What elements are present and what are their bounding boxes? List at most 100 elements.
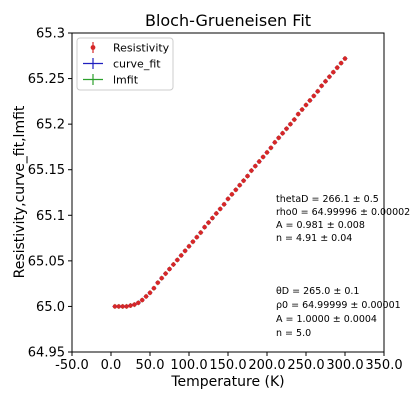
- data-point: [296, 111, 301, 117]
- data-point: [323, 79, 328, 84]
- data-point: [272, 140, 277, 145]
- data-point: [179, 253, 184, 258]
- legend-label: Resistivity: [113, 42, 170, 55]
- legend-label: curve_fit: [113, 58, 161, 71]
- data-point: [253, 163, 258, 169]
- data-point: [112, 304, 118, 309]
- data-marks: [112, 56, 348, 309]
- curve-fit-params: thetaD = 266.1 ± 0.5 rho0 = 64.99996 ± 0…: [276, 194, 410, 244]
- lmfit-params: θD = 265.0 ± 0.1 ρ0 = 64.99999 ± 0.00001…: [276, 286, 401, 339]
- data-point: [214, 211, 219, 216]
- lmfit-param-thetad: θD = 265.0 ± 0.1: [276, 286, 359, 297]
- legend-dot-icon: [90, 45, 96, 50]
- legend: Resistivity curve_fit lmfit: [76, 37, 174, 91]
- data-point: [194, 234, 199, 240]
- data-point: [116, 304, 122, 309]
- data-point: [280, 131, 285, 136]
- x-tick-label: 250.0: [287, 358, 324, 373]
- data-point: [147, 290, 153, 295]
- legend-entry-curve-fit: curve_fit: [83, 58, 161, 71]
- data-point: [288, 121, 293, 127]
- data-point: [319, 83, 324, 89]
- data-point: [186, 244, 192, 249]
- data-point: [140, 297, 145, 303]
- data-point: [124, 304, 129, 309]
- legend-entry-resistivity: Resistivity: [90, 42, 170, 55]
- data-point: [120, 304, 125, 309]
- data-point: [218, 206, 223, 212]
- data-point: [202, 224, 207, 230]
- data-point: [276, 135, 281, 141]
- lmfit-param-a: A = 1.0000 ± 0.0004: [276, 314, 377, 325]
- data-point: [159, 275, 164, 281]
- legend-entry-lmfit: lmfit: [83, 74, 139, 87]
- y-tick-label: 64.95: [28, 346, 65, 361]
- x-axis: -50.0 0.0 50.0 100.0 150.0 200.0 250.0 300.0 350…: [55, 352, 403, 373]
- y-tick-label: 65.15: [28, 163, 65, 178]
- legend-label: lmfit: [113, 74, 139, 87]
- data-point: [163, 271, 168, 276]
- data-point: [241, 178, 246, 183]
- y-tick-label: 65.05: [28, 254, 65, 269]
- data-point: [237, 183, 242, 188]
- y-tick-label: 65.0: [36, 300, 65, 315]
- data-point: [292, 117, 297, 122]
- data-point: [338, 60, 344, 66]
- data-point: [182, 248, 188, 254]
- data-point: [311, 93, 316, 99]
- x-tick-label: 0.0: [101, 358, 122, 373]
- data-point: [171, 262, 176, 267]
- data-point: [167, 266, 172, 272]
- data-point: [260, 154, 266, 160]
- data-point: [331, 69, 336, 75]
- data-point: [151, 286, 157, 291]
- curve-fit-param-n: n = 4.91 ± 0.04: [276, 233, 352, 244]
- data-point: [155, 280, 160, 285]
- data-point: [229, 192, 235, 197]
- curve-fit-param-rho0: rho0 = 64.99996 ± 0.00002: [276, 207, 410, 218]
- data-point: [221, 202, 227, 207]
- data-point: [303, 102, 309, 108]
- data-point: [132, 302, 137, 307]
- data-point: [128, 303, 133, 308]
- x-tick-label: 150.0: [209, 358, 246, 373]
- x-tick-label: 50.0: [136, 358, 165, 373]
- data-point: [225, 196, 231, 202]
- data-point: [299, 107, 305, 112]
- data-point: [143, 294, 149, 299]
- data-point: [315, 89, 320, 94]
- data-point: [327, 74, 332, 79]
- data-point: [175, 257, 180, 263]
- data-point: [264, 150, 270, 155]
- lmfit-param-rho0: ρ0 = 64.99999 ± 0.00001: [276, 300, 401, 311]
- y-tick-label: 65.3: [36, 27, 65, 42]
- lmfit-param-n: n = 5.0: [276, 328, 311, 339]
- curve-fit-param-a: A = 0.981 ± 0.008: [276, 220, 365, 231]
- data-point: [307, 98, 313, 103]
- y-tick-label: 65.2: [36, 118, 65, 133]
- data-point: [342, 56, 348, 61]
- x-tick-label: 100.0: [170, 358, 207, 373]
- y-axis: 64.95 65.0 65.05 65.1 65.15 65.2 65.25 65.3: [28, 27, 72, 361]
- x-tick-label: 350.0: [365, 358, 402, 373]
- curve-fit-param-thetad: thetaD = 266.1 ± 0.5: [276, 194, 379, 205]
- data-point: [206, 220, 211, 225]
- data-point: [257, 159, 262, 164]
- x-axis-label: Temperature (K): [170, 374, 284, 390]
- data-point: [136, 300, 141, 305]
- data-point: [190, 239, 196, 244]
- data-point: [198, 230, 203, 235]
- x-tick-label: 200.0: [248, 358, 285, 373]
- data-point: [210, 215, 215, 221]
- y-axis-label: Resistivity,curve_fit,lmfit: [12, 105, 28, 278]
- data-point: [245, 173, 250, 179]
- data-point: [233, 187, 238, 192]
- y-tick-label: 65.1: [36, 209, 65, 224]
- legend-box: [76, 37, 174, 91]
- x-tick-label: 300.0: [326, 358, 363, 373]
- data-point: [268, 145, 274, 151]
- data-point: [284, 126, 289, 131]
